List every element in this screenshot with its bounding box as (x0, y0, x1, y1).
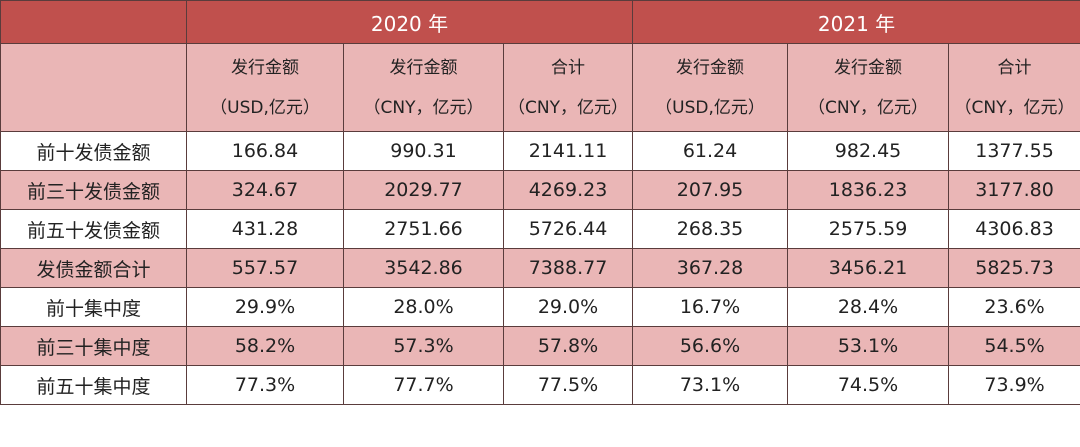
table-cell: 74.5% (787, 365, 950, 405)
table-cell: 1836.23 (787, 170, 950, 210)
table-cell: 5726.44 (502, 209, 634, 249)
column-header: 发行金额 （CNY，亿元） (787, 43, 950, 132)
table-cell: 166.84 (186, 131, 344, 171)
row-label-header (0, 43, 187, 132)
table-cell: 58.2% (186, 326, 344, 366)
column-header-title: 发行金额 (834, 57, 903, 78)
column-header-title: 发行金额 (231, 57, 299, 78)
table-cell: 53.1% (787, 326, 950, 366)
column-header-unit: （USD,亿元） (210, 97, 320, 118)
table-cell: 77.5% (502, 365, 634, 405)
table-cell: 2575.59 (787, 209, 950, 249)
column-header-title: 发行金额 (676, 57, 745, 78)
column-header: 发行金额 （CNY，亿元） (343, 43, 504, 132)
table-row: 前五十集中度 77.3% 77.7% 77.5% 73.1% 74.5% 73.… (0, 365, 1080, 405)
year-header-row: 2020 年 2021 年 (0, 0, 1080, 44)
row-label: 前十发债金额 (0, 131, 187, 171)
table-row: 前三十发债金额 324.67 2029.77 4269.23 207.95 18… (0, 170, 1080, 210)
table-cell: 28.0% (343, 287, 504, 327)
column-header-row: 发行金额 （USD,亿元） 发行金额 （CNY，亿元） 合计 （CNY，亿元） 发行金… (0, 43, 1080, 132)
table-cell: 324.67 (186, 170, 344, 210)
column-header: 发行金额 （USD,亿元） (632, 43, 789, 132)
year-header-2020: 2020 年 (185, 0, 634, 44)
column-header-unit: （CNY，亿元） (954, 97, 1075, 118)
table-cell: 23.6% (948, 287, 1080, 327)
table-cell: 7388.77 (502, 248, 634, 288)
table-cell: 77.3% (186, 365, 344, 405)
column-header: 合计 （CNY，亿元） (948, 43, 1080, 132)
table-row: 前三十集中度 58.2% 57.3% 57.8% 56.6% 53.1% 54.… (0, 326, 1080, 366)
column-header-unit: （CNY，亿元） (508, 97, 628, 118)
table-cell: 54.5% (948, 326, 1080, 366)
bond-issuance-table: 2020 年 2021 年 发行金额 （USD,亿元） 发行金额 （CNY，亿元） … (0, 0, 1080, 405)
row-label: 前十集中度 (0, 287, 187, 327)
row-label: 发债金额合计 (0, 248, 187, 288)
table-cell: 3177.80 (948, 170, 1080, 210)
table-cell: 2751.66 (343, 209, 504, 249)
column-header: 合计 （CNY，亿元） (502, 43, 634, 132)
table-cell: 557.57 (186, 248, 344, 288)
table-cell: 4269.23 (502, 170, 634, 210)
row-label: 前三十集中度 (0, 326, 187, 366)
table-row: 前五十发债金额 431.28 2751.66 5726.44 268.35 25… (0, 209, 1080, 249)
corner-cell (0, 0, 187, 44)
table-cell: 982.45 (787, 131, 950, 171)
table-cell: 56.6% (632, 326, 789, 366)
table-cell: 57.8% (502, 326, 634, 366)
table-row: 发债金额合计 557.57 3542.86 7388.77 367.28 345… (0, 248, 1080, 288)
table-cell: 2141.11 (502, 131, 634, 171)
table-cell: 1377.55 (948, 131, 1080, 171)
table-cell: 16.7% (632, 287, 789, 327)
table-cell: 5825.73 (948, 248, 1080, 288)
table-cell: 207.95 (632, 170, 789, 210)
table-cell: 61.24 (632, 131, 789, 171)
column-header-unit: （USD,亿元） (655, 97, 765, 118)
table-row: 前十发债金额 166.84 990.31 2141.11 61.24 982.4… (0, 131, 1080, 171)
row-label: 前五十集中度 (0, 365, 187, 405)
table-cell: 73.9% (948, 365, 1080, 405)
column-header-unit: （CNY，亿元） (808, 97, 929, 118)
table-cell: 367.28 (632, 248, 789, 288)
column-header-title: 合计 (551, 57, 586, 78)
table-cell: 28.4% (787, 287, 950, 327)
row-label: 前三十发债金额 (0, 170, 187, 210)
year-header-2021: 2021 年 (632, 0, 1080, 44)
table-cell: 3456.21 (787, 248, 950, 288)
row-label: 前五十发债金额 (0, 209, 187, 249)
table-cell: 4306.83 (948, 209, 1080, 249)
table-cell: 990.31 (343, 131, 504, 171)
table-cell: 3542.86 (343, 248, 504, 288)
column-header: 发行金额 （USD,亿元） (186, 43, 344, 132)
table-cell: 431.28 (186, 209, 344, 249)
table-row: 前十集中度 29.9% 28.0% 29.0% 16.7% 28.4% 23.6… (0, 287, 1080, 327)
column-header-title: 发行金额 (389, 57, 458, 78)
table-cell: 2029.77 (343, 170, 504, 210)
table-cell: 29.0% (502, 287, 634, 327)
column-header-title: 合计 (997, 57, 1032, 78)
column-header-unit: （CNY，亿元） (363, 97, 484, 118)
table-cell: 73.1% (632, 365, 789, 405)
table-cell: 268.35 (632, 209, 789, 249)
table-cell: 57.3% (343, 326, 504, 366)
table-cell: 29.9% (186, 287, 344, 327)
table-cell: 77.7% (343, 365, 504, 405)
